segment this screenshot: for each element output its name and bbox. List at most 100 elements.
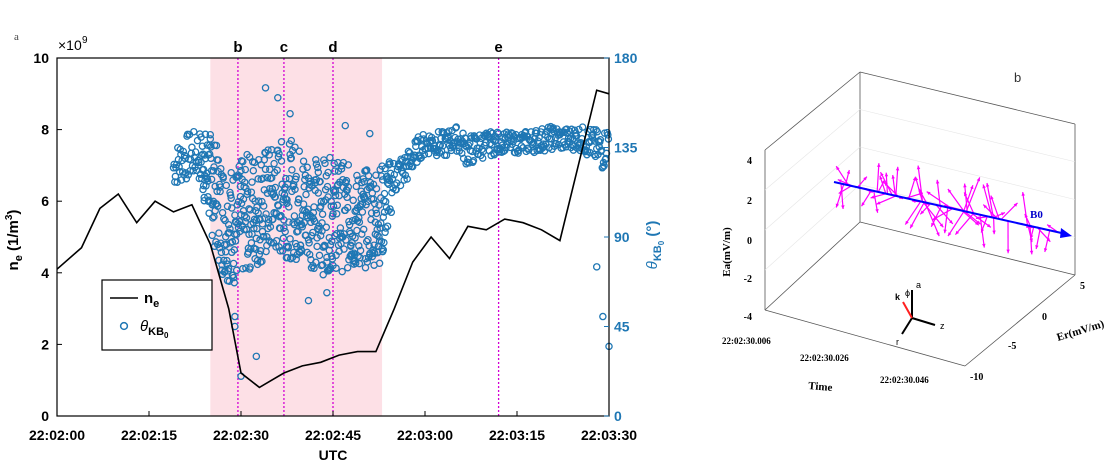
field-vector-head xyxy=(1043,248,1048,252)
theta-point xyxy=(469,156,478,165)
theta-point xyxy=(184,171,193,179)
theta-point xyxy=(353,171,361,180)
field-vector-head xyxy=(931,222,935,227)
theta-point xyxy=(312,156,320,164)
theta-point xyxy=(540,142,548,150)
theta-point xyxy=(572,131,581,140)
theta-point xyxy=(245,230,253,239)
grid-line xyxy=(764,109,861,191)
y-left-label-text: ne (1/m3) xyxy=(4,210,25,271)
theta-point xyxy=(292,255,300,264)
field-vector-head xyxy=(916,165,921,170)
theta-point xyxy=(321,159,329,168)
theta-point xyxy=(254,175,262,183)
field-vector-head xyxy=(870,195,875,199)
field-vector-head xyxy=(918,188,922,193)
theta-point xyxy=(275,243,283,251)
theta-point xyxy=(329,209,337,218)
theta-point xyxy=(263,173,272,182)
field-vector-head xyxy=(877,163,881,167)
theta-point xyxy=(347,242,355,250)
theta-point xyxy=(227,168,235,177)
theta-point xyxy=(345,217,353,226)
x-tick-label: 22:03:30 xyxy=(581,427,637,443)
theta-point xyxy=(358,208,367,216)
field-vector xyxy=(1029,225,1033,255)
theta-point xyxy=(316,231,325,240)
field-vector-head xyxy=(936,232,940,237)
theta-point xyxy=(343,193,351,202)
field-vector-head xyxy=(983,204,987,209)
theta-point xyxy=(599,312,607,321)
theta-point xyxy=(342,236,350,244)
b0-arrow: B0 xyxy=(833,181,1072,238)
theta-point xyxy=(209,167,218,175)
theta-point xyxy=(578,123,587,131)
theta-point xyxy=(237,166,245,175)
theta-point xyxy=(317,197,326,206)
theta-point xyxy=(592,263,601,271)
theta-point xyxy=(261,214,269,222)
field-vector xyxy=(1022,192,1028,225)
theta-point xyxy=(255,250,264,259)
ea-tick-label: -2 xyxy=(744,274,752,285)
box-edge xyxy=(764,221,861,311)
ea-axis-label-text: Ea(mV/m) xyxy=(721,227,733,277)
theta-point xyxy=(298,223,307,231)
theta-point xyxy=(255,197,263,205)
field-vector-head xyxy=(881,179,885,184)
theta-point xyxy=(459,129,467,138)
theta-point xyxy=(239,195,248,203)
theta-point xyxy=(381,164,389,173)
field-vector-head xyxy=(947,189,952,193)
theta-point xyxy=(332,210,341,218)
glyph-label-r: r xyxy=(896,337,899,347)
field-vector xyxy=(876,195,897,205)
time-tick-label: 22:02:30.006 xyxy=(722,336,771,346)
theta-point xyxy=(320,197,328,206)
theta-point xyxy=(271,193,280,201)
theta-point xyxy=(245,205,253,213)
y-left-tick-label: 0 xyxy=(41,408,49,424)
field-vector-head xyxy=(905,220,909,225)
theta-point xyxy=(329,202,338,210)
panel-b-label: b xyxy=(1014,70,1021,85)
field-vector xyxy=(926,191,951,208)
theta-point xyxy=(497,138,505,146)
theta-point xyxy=(543,133,552,141)
theta-point xyxy=(386,205,394,213)
ea-axis-label: Ea(mV/m) xyxy=(721,227,733,277)
theta-point xyxy=(274,94,282,102)
field-vector-head xyxy=(980,228,985,233)
theta-point xyxy=(276,247,285,255)
theta-point xyxy=(364,172,373,180)
theta-point xyxy=(529,139,538,147)
theta-point xyxy=(260,156,269,164)
field-vector-head xyxy=(875,209,879,213)
theta-point xyxy=(182,174,191,183)
theta-point xyxy=(316,177,324,186)
theta-point xyxy=(375,259,384,268)
theta-point xyxy=(333,201,342,210)
theta-point xyxy=(172,163,180,172)
theta-point xyxy=(258,257,266,266)
theta-point xyxy=(408,162,417,171)
theta-point xyxy=(290,212,299,220)
x-axis-ticks: 22:02:00 22:02:15 22:02:30 22:02:45 22:03:00… xyxy=(29,411,637,443)
field-vector-head xyxy=(974,221,979,226)
er-tick-label: 0 xyxy=(1042,312,1047,323)
theta-point xyxy=(223,202,232,211)
theta-point xyxy=(294,227,302,235)
theta-point xyxy=(209,214,217,222)
box-edge xyxy=(859,71,1076,125)
theta-point xyxy=(372,209,381,218)
theta-point xyxy=(188,143,196,152)
y-right-tick-label: 0 xyxy=(614,408,622,424)
theta-point xyxy=(286,109,294,118)
b0-label: B0 xyxy=(1030,209,1043,221)
field-vector xyxy=(1001,202,1018,220)
field-vector-head xyxy=(1029,250,1034,255)
theta-point xyxy=(410,151,419,160)
theta-point xyxy=(312,258,320,267)
field-vector-head xyxy=(863,176,867,181)
